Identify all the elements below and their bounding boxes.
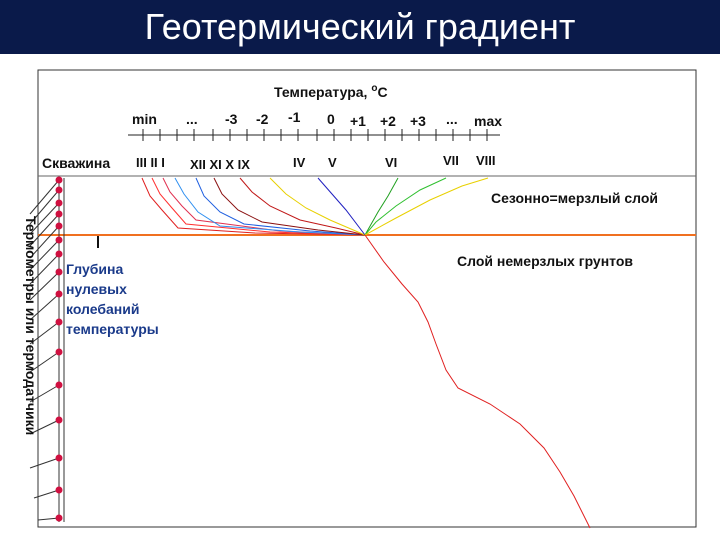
sensor-dot — [55, 514, 63, 522]
sensor-dot — [55, 268, 63, 276]
curve-month-viii — [364, 177, 489, 236]
tick-label-max: max — [474, 113, 502, 129]
tick-label-dots-left: ... — [186, 111, 198, 127]
curve-month-ii — [151, 177, 366, 236]
sensor-dot — [55, 199, 63, 207]
sensor-dot — [55, 176, 63, 184]
tick-label-zero: 0 — [327, 111, 335, 127]
sensor-dot — [55, 222, 63, 230]
sensor-dot — [55, 381, 63, 389]
tick-label-plus3: +3 — [410, 113, 426, 129]
curve-month-vii — [364, 177, 447, 236]
sensor-dot — [55, 348, 63, 356]
curve-month-xii — [174, 177, 366, 236]
month-label-viii: VIII — [476, 153, 496, 168]
curve-month-xi — [195, 177, 366, 236]
sensor-dot — [55, 290, 63, 298]
tick-label-min: min — [132, 111, 157, 127]
curve-month-iii — [141, 177, 366, 236]
sensor-dot — [55, 318, 63, 326]
sensor-dot — [55, 486, 63, 494]
month-label-iii-ii-i: III II I — [136, 155, 165, 170]
tick-label-minus2: -2 — [256, 111, 269, 127]
tick-label-dots-right: ... — [446, 111, 458, 127]
month-label-v: V — [328, 155, 337, 170]
tick-label-minus1: -1 — [288, 109, 301, 125]
well-label: Скважина — [42, 155, 110, 171]
curve-month-x — [213, 177, 366, 236]
curve-month-ix — [239, 177, 366, 236]
sensors-label: Термометры или термодатчики — [23, 216, 39, 435]
axis-title: Температура, oC — [274, 83, 388, 100]
slide-title: Геотермический градиент — [144, 6, 576, 47]
curve-month-v — [317, 177, 366, 236]
month-curves — [141, 177, 489, 236]
sensor-dot — [55, 416, 63, 424]
tick-label-plus2: +2 — [380, 113, 396, 129]
month-label-vii: VII — [443, 153, 459, 168]
month-label-xii-ix: XII XI X IX — [190, 157, 250, 172]
tick-label-minus3: -3 — [225, 111, 238, 127]
depth-label: Глубина нулевых колебаний температуры — [66, 261, 159, 337]
curve-month-vi — [364, 177, 399, 236]
unfrozen-layer-label: Слой немерзлых грунтов — [457, 253, 633, 269]
month-label-vi: VI — [385, 155, 397, 170]
scale-ticks — [142, 129, 488, 141]
diagram-frame — [37, 69, 697, 528]
sensors — [29, 176, 63, 522]
month-label-iv: IV — [293, 155, 306, 170]
geothermal-curve-deep — [364, 234, 591, 529]
curve-month-iv — [269, 177, 366, 236]
sensor-dot — [55, 236, 63, 244]
sensor-dot — [55, 454, 63, 462]
sensor-dot — [55, 250, 63, 258]
sensor-dot — [55, 186, 63, 194]
seasonal-layer-label: Сезонно=мерзлый слой — [491, 190, 658, 206]
title-bar — [0, 0, 720, 54]
tick-label-plus1: +1 — [350, 113, 366, 129]
sensor-dot — [55, 210, 63, 218]
